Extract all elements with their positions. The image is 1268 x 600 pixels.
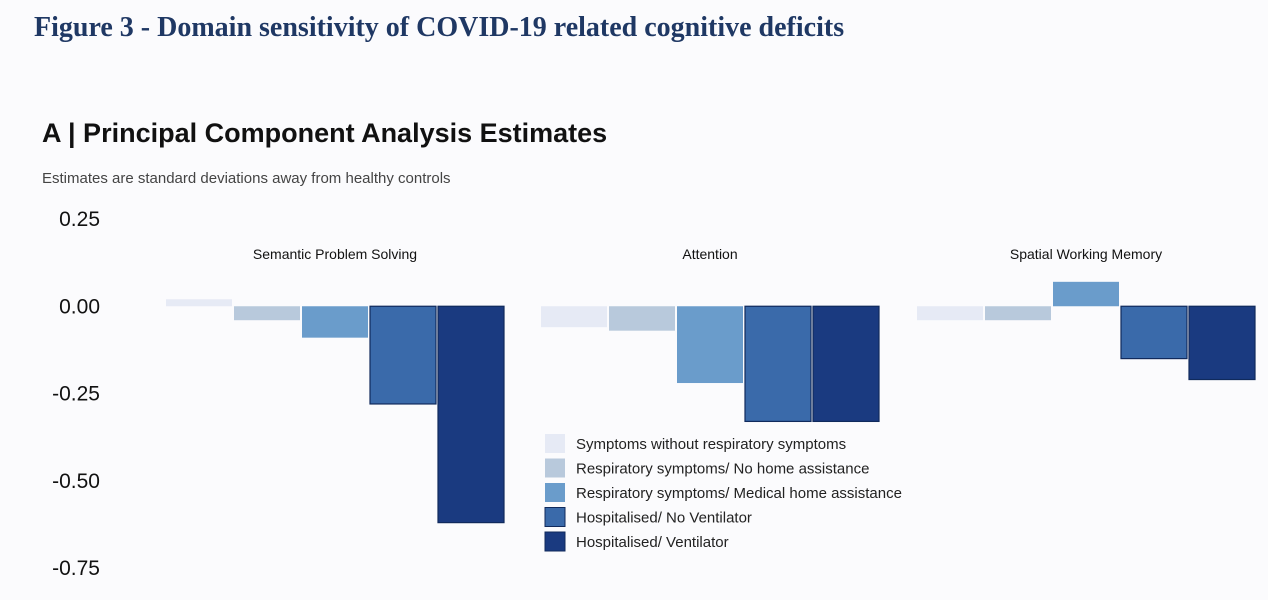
bar: [369, 305, 437, 405]
chart-subtitle: Estimates are standard deviations away f…: [42, 170, 451, 187]
facet-label: Attention: [682, 246, 737, 262]
figure-title: Figure 3 - Domain sensitivity of COVID-1…: [34, 12, 845, 43]
bar: [541, 306, 607, 328]
legend-label: Hospitalised/ Ventilator: [576, 534, 729, 551]
bar: [166, 299, 232, 307]
legend-label: Respiratory symptoms/ No home assistance: [576, 461, 869, 478]
y-tick-label: 0.25: [59, 208, 100, 231]
legend-label: Hospitalised/ No Ventilator: [576, 510, 752, 527]
facet-label: Semantic Problem Solving: [253, 246, 417, 262]
chart-title: A | Principal Component Analysis Estimat…: [42, 118, 608, 148]
bar: [677, 306, 743, 384]
bar: [917, 306, 983, 321]
bar: [1053, 281, 1119, 307]
facet-label: Spatial Working Memory: [1010, 246, 1162, 262]
bar: [234, 306, 300, 321]
bar: [1188, 305, 1256, 381]
y-tick-label: -0.50: [52, 470, 100, 493]
bar: [609, 306, 675, 331]
legend-label: Symptoms without respiratory symptoms: [576, 436, 846, 453]
bar: [744, 305, 812, 423]
bar: [302, 306, 368, 338]
y-tick-label: -0.25: [52, 383, 100, 406]
y-axis: 0.25 0.00 -0.25 -0.50 -0.75: [52, 208, 100, 580]
bars: [166, 281, 1256, 524]
facet-labels: Semantic Problem Solving Attention Spatial…: [253, 246, 1162, 262]
legend-label: Respiratory symptoms/ Medical home assis…: [576, 485, 902, 502]
legend-swatch: [545, 458, 565, 478]
legend-swatch: [545, 483, 565, 502]
bar: [437, 305, 505, 524]
y-tick-label: -0.75: [52, 557, 100, 580]
legend-swatch: [545, 434, 565, 453]
legend: Symptoms without respiratory symptoms Res…: [544, 434, 902, 552]
y-tick-label: 0.00: [59, 295, 100, 318]
bar: [812, 305, 880, 423]
bar: [985, 306, 1051, 321]
legend-swatch: [544, 507, 566, 527]
bar: [1120, 305, 1188, 360]
legend-swatch: [544, 531, 566, 552]
